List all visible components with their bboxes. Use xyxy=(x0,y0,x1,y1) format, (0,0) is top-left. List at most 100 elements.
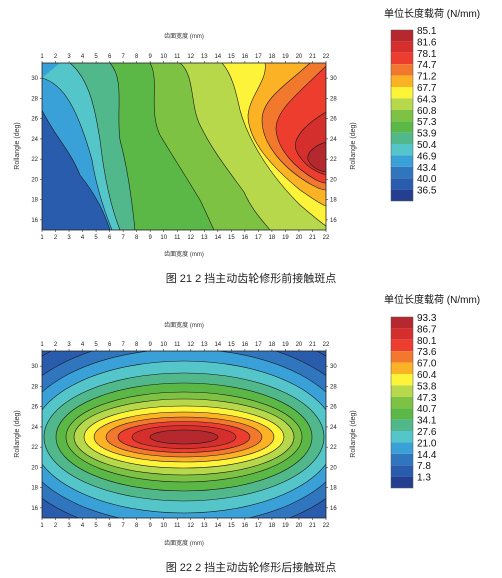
x-tick-label: 17 xyxy=(255,235,262,241)
legend-level-label: 43.4 xyxy=(417,163,437,174)
legend-swatch xyxy=(391,396,413,409)
legend-level-label: 60.8 xyxy=(417,106,437,117)
chart-2-x-ticks-top: 1 2 3 4 5 6 7 8 9 10 11 12 13 14 15 16 17 18 19 20 21 22 xyxy=(40,342,330,351)
chart-1-ylabel-right: Rollangle (deg) xyxy=(350,122,357,169)
y-tick-label: 20 xyxy=(31,177,38,183)
legend-level-label: 86.7 xyxy=(417,324,437,335)
y-tick-label: 30 xyxy=(330,364,337,370)
x-tick-label: 13 xyxy=(201,523,208,529)
x-tick-label: 11 xyxy=(174,235,181,241)
x-tick-label: 21 xyxy=(309,523,316,529)
legend-swatch xyxy=(391,30,413,42)
y-tick-label: 28 xyxy=(31,96,38,102)
x-tick-label: 22 xyxy=(323,342,330,348)
x-tick-label: 12 xyxy=(187,235,194,241)
legend-frame xyxy=(390,29,414,202)
y-tick-label: 16 xyxy=(330,506,337,512)
legend-level-label: 67.7 xyxy=(417,83,437,94)
chart-2-caption: 图 22 2 挡主动齿轮修形后接触斑点 xyxy=(166,560,337,574)
legend-swatch xyxy=(391,351,413,363)
legend-swatch xyxy=(391,75,413,87)
legend-swatch xyxy=(391,155,413,167)
x-tick-label: 4 xyxy=(81,342,85,348)
x-tick-label: 18 xyxy=(269,54,276,60)
x-tick-label: 7 xyxy=(121,523,125,529)
x-tick-label: 19 xyxy=(282,235,289,241)
y-tick-label: 30 xyxy=(330,76,337,82)
y-tick-label: 22 xyxy=(31,445,38,451)
chart-2-x-ticks-bottom: 1 2 3 4 5 6 7 8 9 10 11 12 13 14 15 16 17 18 19 20 21 22 xyxy=(40,518,330,529)
y-tick-label: 28 xyxy=(330,384,337,390)
chart-1-frame xyxy=(41,62,327,231)
y-tick-label: 24 xyxy=(31,137,38,143)
legend-level-label: 57.3 xyxy=(417,117,437,128)
x-tick-label: 5 xyxy=(94,342,98,348)
x-tick-label: 9 xyxy=(149,235,153,241)
x-tick-label: 21 xyxy=(309,342,316,348)
x-tick-label: 7 xyxy=(121,342,125,348)
chart-1-legend-title: 单位长度载荷 (N/mm) xyxy=(384,7,480,20)
legend-level-label: 40.7 xyxy=(417,404,437,415)
x-tick-label: 17 xyxy=(255,342,262,348)
chart-2-xlabel-bottom: 齿面宽度 (mm) xyxy=(164,539,204,547)
chart-1-legend: 85.181.678.174.771.267.764.360.857.353.9… xyxy=(390,26,437,202)
y-tick-label: 30 xyxy=(31,76,38,82)
legend-swatch xyxy=(391,166,413,179)
y-tick-label: 18 xyxy=(330,486,337,492)
chart-1-x-ticks-top: 1 2 3 4 5 6 7 8 9 10 11 12 13 14 15 16 17 18 19 20 21 22 xyxy=(40,54,330,63)
x-tick-label: 1 xyxy=(40,523,44,529)
x-tick-label: 8 xyxy=(135,523,139,529)
y-tick-label: 18 xyxy=(31,198,38,204)
legend-level-label: 73.6 xyxy=(417,347,437,358)
y-tick-label: 24 xyxy=(330,137,337,143)
y-tick-label: 16 xyxy=(31,506,38,512)
x-tick-label: 5 xyxy=(94,235,98,241)
x-tick-label: 19 xyxy=(282,342,289,348)
y-tick-label: 22 xyxy=(330,157,337,163)
y-tick-label: 20 xyxy=(31,465,38,471)
contour-band xyxy=(149,429,219,445)
x-tick-label: 11 xyxy=(174,523,181,529)
legend-swatch xyxy=(391,419,413,431)
legend-swatch xyxy=(391,465,413,477)
legend-swatch xyxy=(391,189,413,201)
y-tick-label: 22 xyxy=(31,157,38,163)
chart-1-xlabel-bottom: 齿面宽度 (mm) xyxy=(164,250,204,258)
legend-level-label: 81.6 xyxy=(417,37,437,48)
legend-swatch xyxy=(391,52,413,65)
chart-1-x-ticks-bottom: 1 2 3 4 5 6 7 8 9 10 11 12 13 14 15 16 17 18 19 20 21 22 xyxy=(40,230,330,241)
legend-level-label: 27.6 xyxy=(417,427,437,438)
x-tick-label: 7 xyxy=(121,54,125,60)
legend-level-label: 50.4 xyxy=(417,140,437,151)
x-tick-label: 3 xyxy=(67,342,71,348)
legend-swatch xyxy=(391,144,413,156)
legend-swatch xyxy=(391,339,413,352)
x-tick-label: 7 xyxy=(121,235,125,241)
y-tick-label: 24 xyxy=(330,425,337,431)
chart-2-legend: 93.386.780.173.667.060.453.847.340.734.1… xyxy=(390,313,437,489)
x-tick-label: 12 xyxy=(187,54,194,60)
x-tick-label: 8 xyxy=(135,342,139,348)
x-tick-label: 15 xyxy=(228,54,235,60)
chart-1-ylabel-left: Rollangle (deg) xyxy=(14,122,21,169)
chart-2-ylabel-right: Rollangle (deg) xyxy=(350,410,357,457)
x-tick-label: 5 xyxy=(94,54,98,60)
x-tick-label: 16 xyxy=(242,235,249,241)
chart-2-plot-area xyxy=(42,351,326,518)
legend-swatch xyxy=(391,41,413,53)
legend-swatch xyxy=(391,442,413,454)
x-tick-label: 22 xyxy=(323,54,330,60)
x-tick-label: 20 xyxy=(296,342,303,348)
x-tick-label: 8 xyxy=(135,235,139,241)
y-tick-label: 28 xyxy=(31,384,38,390)
chart-1-plot-area xyxy=(42,63,326,230)
legend-swatch xyxy=(391,362,413,374)
y-tick-label: 30 xyxy=(31,364,38,370)
x-tick-label: 13 xyxy=(201,235,208,241)
legend-swatch xyxy=(391,132,413,144)
x-tick-label: 14 xyxy=(214,342,221,348)
x-tick-label: 16 xyxy=(242,342,249,348)
chart-1: 齿面宽度 (mm) 1 2 3 4 5 6 7 8 9 10 11 12 13 14 15 16 17 18 19 2… xyxy=(14,7,480,285)
chart-1-caption: 图 21 2 挡主动齿轮修形前接触斑点 xyxy=(166,271,337,285)
